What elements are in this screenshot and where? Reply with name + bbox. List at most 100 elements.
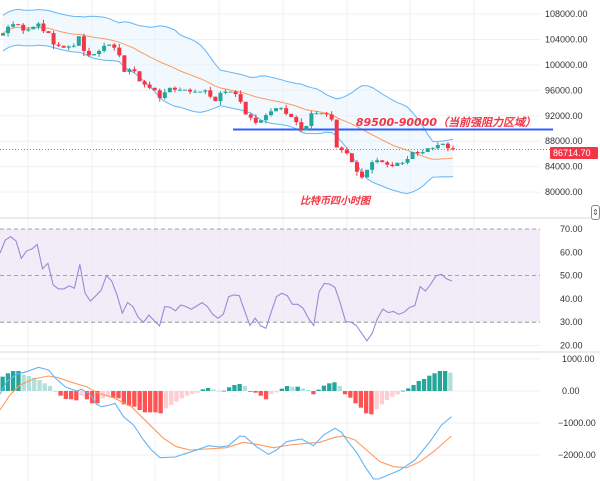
candle[interactable] (92, 54, 97, 56)
candle[interactable] (142, 79, 147, 88)
candle[interactable] (81, 33, 86, 57)
candle[interactable] (410, 152, 415, 160)
macd-histogram-bar (263, 391, 269, 400)
candle[interactable] (218, 90, 223, 106)
price-pane[interactable]: 108000.00 104000.00 100000.00 96000.00 92000… (0, 8, 588, 197)
candle[interactable] (21, 23, 26, 34)
candle[interactable] (36, 22, 41, 30)
candle[interactable] (243, 101, 248, 115)
candle[interactable] (334, 119, 339, 148)
candle[interactable] (405, 156, 410, 165)
candle[interactable] (375, 157, 380, 164)
candle[interactable] (102, 42, 107, 53)
candle[interactable] (127, 67, 132, 75)
scale-scroll-icon[interactable]: ⇕ (591, 205, 600, 220)
candle[interactable] (193, 89, 198, 93)
candle[interactable] (435, 142, 440, 150)
candle[interactable] (112, 43, 117, 51)
candle[interactable] (11, 21, 16, 29)
candle-body (31, 26, 36, 30)
candle[interactable] (304, 125, 309, 131)
candle[interactable] (268, 108, 273, 117)
candle[interactable] (324, 111, 329, 117)
candle[interactable] (157, 88, 162, 102)
candle[interactable] (400, 161, 405, 166)
candle[interactable] (183, 89, 188, 91)
candle[interactable] (71, 43, 76, 48)
candle[interactable] (6, 24, 11, 37)
candle[interactable] (370, 160, 375, 174)
candle[interactable] (365, 169, 370, 178)
candle[interactable] (279, 107, 284, 111)
candle[interactable] (208, 86, 213, 99)
candle-body (167, 87, 172, 93)
candle[interactable] (420, 149, 425, 155)
candle[interactable] (56, 42, 61, 48)
candle[interactable] (1, 33, 5, 36)
candle[interactable] (451, 145, 455, 151)
candle[interactable] (380, 160, 385, 163)
candle[interactable] (147, 81, 152, 90)
candle[interactable] (294, 115, 299, 126)
candle[interactable] (339, 146, 344, 153)
candle[interactable] (289, 113, 294, 118)
candle[interactable] (385, 160, 390, 168)
candle[interactable] (76, 36, 81, 46)
candle[interactable] (309, 110, 314, 131)
candle[interactable] (122, 55, 127, 72)
candle[interactable] (172, 86, 177, 93)
candle[interactable] (233, 90, 238, 97)
candle-body (213, 96, 218, 102)
candle[interactable] (203, 89, 208, 95)
candle[interactable] (31, 26, 36, 30)
candle[interactable] (137, 71, 142, 82)
candle[interactable] (263, 113, 268, 124)
candle[interactable] (117, 43, 122, 58)
candle[interactable] (314, 110, 319, 115)
candle[interactable] (390, 162, 395, 168)
macd-histogram-bar (443, 371, 448, 391)
candle[interactable] (253, 114, 258, 125)
candle[interactable] (445, 142, 450, 152)
candle[interactable] (107, 44, 112, 46)
candle[interactable] (86, 47, 91, 57)
candle[interactable] (167, 87, 172, 93)
candle[interactable] (198, 91, 203, 93)
candle[interactable] (51, 30, 56, 50)
candle[interactable] (395, 162, 400, 167)
candle[interactable] (344, 147, 349, 155)
candle[interactable] (152, 87, 157, 91)
candle[interactable] (16, 24, 21, 26)
candle[interactable] (354, 160, 359, 176)
candle[interactable] (26, 26, 31, 32)
candle[interactable] (41, 19, 46, 34)
candle[interactable] (430, 147, 435, 151)
candle[interactable] (97, 49, 102, 57)
candle[interactable] (188, 88, 193, 95)
candle[interactable] (349, 153, 354, 163)
candle[interactable] (46, 31, 51, 34)
candle[interactable] (359, 168, 364, 180)
candle[interactable] (228, 91, 233, 93)
candle[interactable] (132, 66, 137, 73)
candle[interactable] (66, 45, 71, 51)
candle[interactable] (440, 143, 445, 146)
candle[interactable] (329, 111, 334, 122)
candle[interactable] (248, 113, 253, 121)
candle[interactable] (258, 120, 263, 123)
macd-pane[interactable]: 1000.00 0.00 −1000.00 −2000.00 (0, 354, 596, 480)
candle[interactable] (425, 148, 430, 153)
candle[interactable] (213, 96, 218, 102)
candle[interactable] (61, 45, 66, 48)
candle[interactable] (223, 89, 228, 95)
candle[interactable] (299, 118, 304, 133)
candle[interactable] (284, 104, 289, 116)
candle[interactable] (415, 150, 420, 156)
candle[interactable] (238, 90, 243, 104)
candle[interactable] (274, 108, 279, 112)
candle[interactable] (319, 113, 324, 115)
candle[interactable] (177, 87, 182, 91)
rsi-pane[interactable]: 70.00 60.00 50.00 40.00 30.00 20.00 (0, 224, 583, 351)
candle[interactable] (162, 88, 167, 100)
